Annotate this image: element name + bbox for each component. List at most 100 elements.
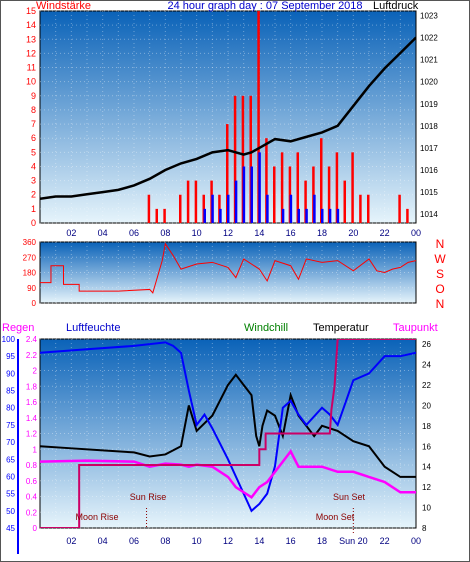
wind-bar: [335, 152, 339, 223]
wind-bar: [304, 180, 307, 223]
y-tick-wind: 15: [26, 6, 36, 16]
gust-bar: [211, 194, 214, 223]
x-tick: 22: [380, 536, 390, 546]
x-tick: Sun 20: [339, 536, 368, 546]
y-tick-temp: 24: [422, 361, 431, 370]
y-tick-wind: 13: [26, 34, 36, 44]
y-tick-rain: 0: [33, 524, 38, 533]
wind-bar: [280, 152, 284, 223]
y-tick-humidity: 90: [6, 369, 15, 378]
y-tick-humidity: 80: [6, 404, 15, 413]
moon-set-label: Moon Set: [316, 512, 355, 522]
sun-set-label: Sun Set: [333, 492, 366, 502]
compass-label: W: [434, 252, 446, 266]
gust-bar: [234, 180, 238, 223]
y-tick-rain: 2.2: [26, 351, 38, 360]
gust-bar: [250, 166, 253, 223]
y-tick-pressure: 1016: [420, 166, 438, 175]
wind-bar: [265, 138, 268, 223]
y-tick-humidity: 55: [6, 490, 15, 499]
series-line-regen: [40, 339, 416, 528]
series-line-temperatur: [40, 373, 416, 478]
y-tick-direction: 0: [32, 299, 37, 308]
wind-bar: [249, 95, 252, 223]
gust-bar: [266, 194, 269, 223]
y-tick-wind: 5: [31, 147, 36, 157]
y-tick-temp: 8: [422, 524, 427, 533]
y-tick-rain: 1.2: [26, 430, 38, 439]
y-tick-wind: 14: [26, 20, 36, 30]
y-tick-rain: 0.8: [26, 461, 38, 470]
gust-bar: [313, 194, 316, 223]
direction-line: [40, 242, 416, 294]
y-tick-direction: 270: [23, 253, 37, 262]
pressure-line: [40, 36, 416, 200]
y-tick-wind: 7: [31, 119, 36, 129]
y-tick-humidity: 45: [6, 524, 15, 533]
wind-bar: [257, 11, 260, 223]
y-tick-pressure: 1021: [420, 56, 438, 65]
temperature-humidity-plot: [40, 339, 416, 528]
y-tick-pressure: 1018: [420, 122, 438, 131]
x-tick: 20: [348, 228, 358, 238]
x-tick: 04: [98, 536, 108, 546]
windstaerke-label: Windstärke: [36, 0, 91, 12]
moon-rise-label: Moon Rise: [75, 512, 118, 522]
y-tick-humidity: 85: [6, 387, 15, 396]
y-tick-pressure: 1015: [420, 188, 438, 197]
regen-label: Regen: [2, 322, 34, 334]
y-tick-humidity: 65: [6, 455, 15, 464]
y-tick-rain: 2: [33, 367, 38, 376]
x-tick: 14: [254, 228, 264, 238]
y-tick-wind: 0: [31, 218, 36, 228]
x-tick: 00: [411, 536, 421, 546]
y-tick-pressure: 1023: [420, 11, 438, 20]
wind-bar: [327, 166, 331, 223]
x-tick: 10: [192, 536, 202, 546]
gust-bar: [336, 208, 340, 223]
compass-label: O: [435, 282, 444, 296]
compass-label: N: [436, 237, 445, 251]
y-tick-rain: 2.4: [26, 335, 38, 344]
y-tick-rain: 1: [33, 445, 38, 454]
y-tick-humidity: 75: [6, 421, 15, 430]
sun-rise-label: Sun Rise: [130, 492, 167, 502]
y-tick-wind: 12: [26, 48, 36, 58]
x-tick: 12: [223, 228, 233, 238]
y-tick-wind: 11: [27, 63, 36, 73]
wind-bar: [320, 138, 323, 223]
compass-label: S: [436, 267, 444, 281]
wind-direction-plot: [40, 242, 416, 294]
x-tick: 08: [160, 228, 170, 238]
y-tick-temp: 18: [422, 422, 431, 431]
wind-bar: [398, 194, 401, 223]
gust-bar: [227, 194, 230, 223]
gust-bar: [242, 166, 246, 223]
gust-bar: [297, 208, 300, 223]
wind-bar: [343, 180, 346, 223]
x-tick: 02: [66, 228, 76, 238]
chart-title: 24 hour graph day : 07 September 2018: [167, 0, 362, 12]
x-tick: 00: [411, 228, 421, 238]
luftdruck-label: Luftdruck: [373, 0, 419, 12]
y-tick-humidity: 50: [6, 507, 15, 516]
taupunkt-label: Taupunkt: [393, 322, 438, 334]
x-tick: 18: [317, 228, 327, 238]
y-tick-humidity: 60: [6, 472, 15, 481]
gust-bar: [258, 152, 261, 223]
x-tick: 02: [66, 536, 76, 546]
y-tick-direction: 360: [23, 238, 37, 247]
windchill-label: Windchill: [244, 322, 288, 334]
y-tick-temp: 10: [422, 504, 431, 513]
y-tick-temp: 16: [422, 442, 431, 451]
y-tick-rain: 0.2: [26, 508, 38, 517]
wind-bar: [163, 208, 166, 223]
x-tick: 08: [160, 536, 170, 546]
y-tick-pressure: 1022: [420, 34, 438, 43]
y-tick-pressure: 1017: [420, 144, 438, 153]
panel3-background: [39, 338, 417, 529]
wind-bar: [241, 95, 245, 223]
gust-bar: [321, 208, 324, 223]
series-line-luftfeuchte: [40, 341, 416, 513]
